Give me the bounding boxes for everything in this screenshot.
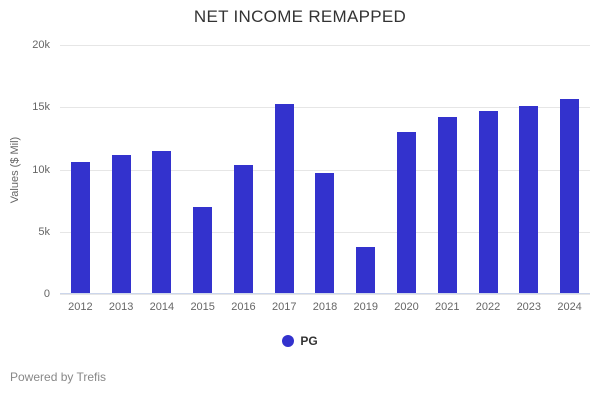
bar-2018[interactable]	[315, 173, 335, 294]
bar-slot-2024	[549, 45, 590, 294]
bar-2024[interactable]	[560, 98, 580, 294]
bars	[60, 45, 590, 294]
legend-marker-icon	[282, 335, 295, 347]
legend: PG	[0, 334, 600, 348]
y-tick-label-20k: 20k	[32, 39, 50, 51]
bar-2023[interactable]	[519, 106, 539, 294]
bar-slot-2012	[60, 45, 101, 294]
bar-2019[interactable]	[356, 246, 376, 294]
x-tick-label-2021: 2021	[435, 301, 460, 313]
bar-slot-2018	[305, 45, 346, 294]
bar-2017[interactable]	[274, 103, 294, 294]
x-tick-labels: 2012 2013 2014 2015 2016 2017 2018 2019 2020 2021…	[60, 301, 590, 313]
x-tick-label-2020: 2020	[394, 301, 419, 313]
bar-slot-2017	[264, 45, 305, 294]
gridline-20k	[60, 45, 590, 46]
bar-slot-2013	[101, 45, 142, 294]
legend-item-pg[interactable]: PG	[300, 334, 318, 348]
bar-2015[interactable]	[193, 206, 213, 294]
x-tick-label-2014: 2014	[149, 301, 175, 313]
gridline-0	[60, 294, 590, 295]
x-tick-label-2012: 2012	[68, 301, 93, 313]
gridline-15k	[60, 107, 590, 109]
y-tick-label-10k: 10k	[32, 163, 50, 176]
bar-2021[interactable]	[437, 117, 457, 294]
gridline-10k	[60, 169, 590, 171]
x-tick-label-2019: 2019	[353, 301, 378, 313]
y-tick-label-15k: 15k	[32, 101, 50, 114]
plot-area	[60, 45, 590, 295]
chart-title: NET INCOME REMAPPED	[193, 7, 407, 26]
bar-slot-2016	[223, 45, 264, 294]
bar-2016[interactable]	[233, 164, 253, 294]
bar-slot-2014	[142, 45, 183, 294]
bar-2022[interactable]	[478, 111, 498, 294]
bar-slot-2023	[508, 45, 549, 294]
x-tick-label-2013: 2013	[108, 301, 134, 313]
x-tick-label-2016: 2016	[231, 301, 256, 313]
bar-slot-2019	[345, 45, 386, 294]
y-tick-label-5k: 5k	[38, 225, 50, 238]
x-tick-label-2017: 2017	[271, 301, 297, 313]
bar-slot-2022	[468, 45, 509, 294]
bar-slot-2020	[386, 45, 427, 294]
x-tick-label-2024: 2024	[557, 301, 582, 313]
x-tick-label-2018: 2018	[312, 301, 338, 313]
x-tick-label-2023: 2023	[516, 301, 542, 313]
x-tick-label-2022: 2022	[475, 301, 501, 313]
bar-2012[interactable]	[70, 162, 90, 294]
powered-by-trefis: Powered by Trefis	[10, 370, 107, 384]
x-axis-line	[60, 293, 590, 294]
bar-2020[interactable]	[397, 132, 416, 294]
bar-slot-2015	[182, 45, 223, 294]
bar-2014[interactable]	[152, 150, 172, 294]
x-tick-label-2015: 2015	[190, 301, 215, 313]
bar-2013[interactable]	[111, 154, 131, 294]
y-tick-label-0: 0	[43, 288, 50, 300]
bar-slot-2021	[427, 45, 468, 294]
